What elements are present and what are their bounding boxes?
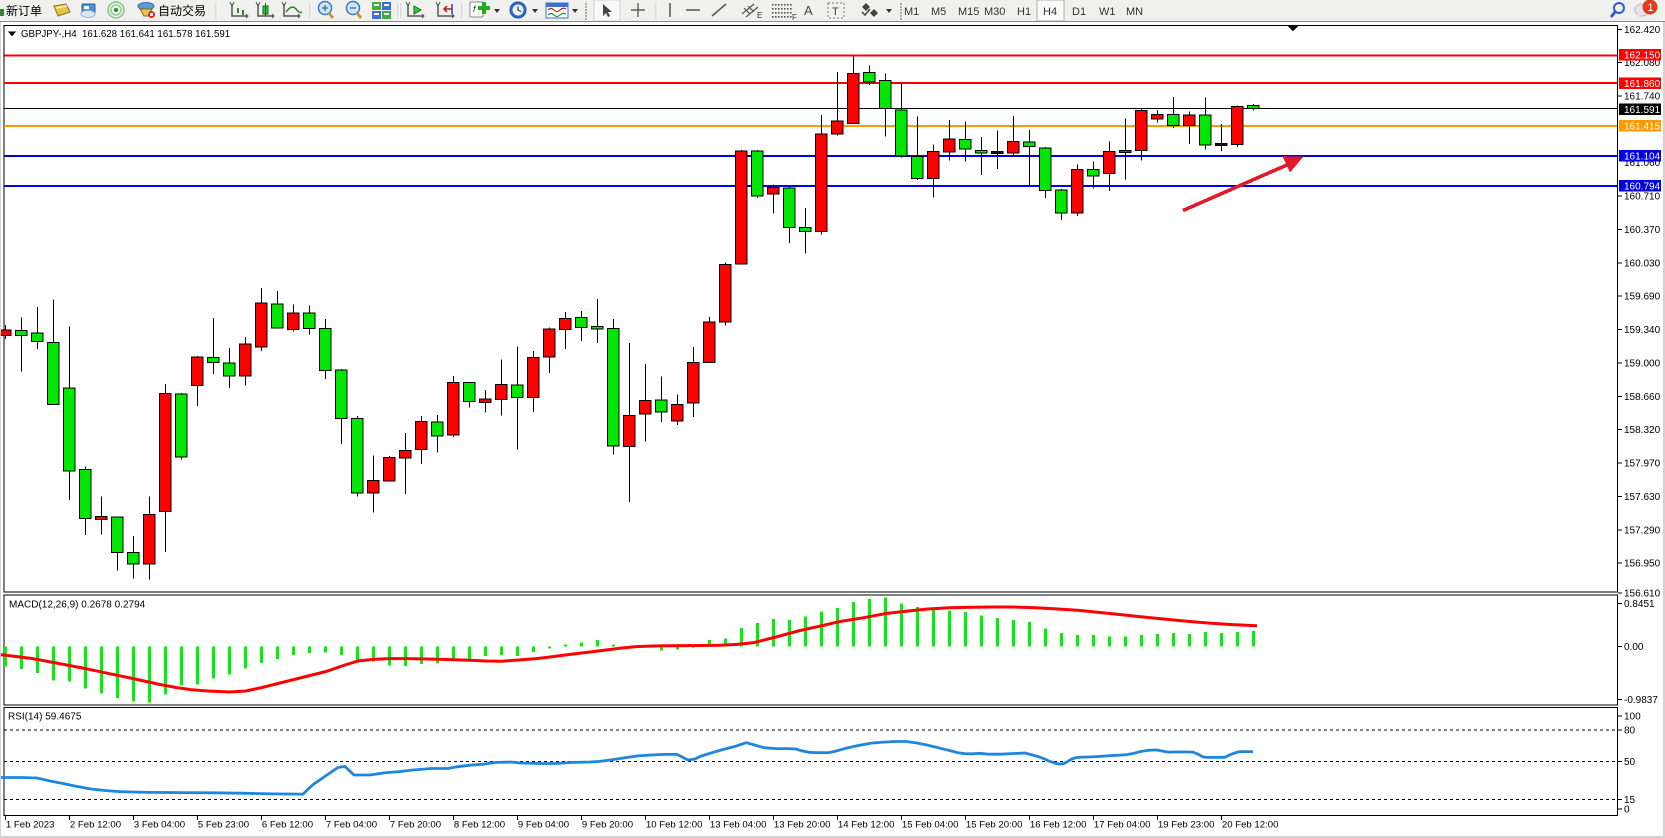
svg-text:f: f (473, 4, 477, 14)
svg-text:1 Feb 2023: 1 Feb 2023 (6, 820, 55, 831)
svg-text:157.630: 157.630 (1624, 492, 1661, 503)
svg-text:161.860: 161.860 (1624, 79, 1661, 90)
svg-text:MN: MN (1126, 6, 1143, 18)
svg-text:161.415: 161.415 (1624, 122, 1661, 133)
svg-text:RSI(14) 59.4675: RSI(14) 59.4675 (8, 712, 82, 723)
svg-text:0: 0 (1624, 804, 1630, 815)
svg-text:0.8451: 0.8451 (1624, 599, 1655, 610)
svg-text:161.740: 161.740 (1624, 92, 1661, 103)
svg-text:2 Feb 12:00: 2 Feb 12:00 (70, 820, 121, 831)
svg-text:159.340: 159.340 (1624, 325, 1661, 336)
svg-text:15 Feb 20:00: 15 Feb 20:00 (966, 820, 1023, 831)
svg-text:F: F (792, 13, 797, 21)
svg-text:9 Feb 20:00: 9 Feb 20:00 (582, 820, 633, 831)
svg-text:10 Feb 12:00: 10 Feb 12:00 (646, 820, 703, 831)
svg-text:3 Feb 04:00: 3 Feb 04:00 (134, 820, 185, 831)
svg-text:160.370: 160.370 (1624, 225, 1661, 236)
svg-text:156.950: 156.950 (1624, 559, 1661, 570)
svg-text:T: T (832, 6, 839, 18)
svg-text:162.150: 162.150 (1624, 50, 1661, 61)
svg-text:新订单: 新订单 (6, 3, 42, 18)
svg-text:162.420: 162.420 (1624, 25, 1661, 36)
svg-text:8 Feb 12:00: 8 Feb 12:00 (454, 820, 505, 831)
svg-text:MACD(12,26,9) 0.2678 0.2794: MACD(12,26,9) 0.2678 0.2794 (9, 600, 146, 611)
svg-text:100: 100 (1624, 711, 1641, 722)
svg-text:5 Feb 23:00: 5 Feb 23:00 (198, 820, 249, 831)
svg-text:50: 50 (1624, 757, 1636, 768)
svg-text:17 Feb 04:00: 17 Feb 04:00 (1094, 820, 1151, 831)
svg-text:159.000: 159.000 (1624, 359, 1661, 370)
svg-text:160.030: 160.030 (1624, 258, 1661, 269)
svg-text:M5: M5 (931, 6, 946, 18)
svg-text:自动交易: 自动交易 (158, 3, 206, 18)
svg-text:157.970: 157.970 (1624, 459, 1661, 470)
svg-text:13 Feb 20:00: 13 Feb 20:00 (774, 820, 831, 831)
svg-text:161.591: 161.591 (1624, 105, 1661, 116)
svg-text:160.794: 160.794 (1624, 181, 1661, 192)
svg-text:161.104: 161.104 (1624, 151, 1661, 162)
svg-text:-0.9837: -0.9837 (1624, 695, 1658, 706)
svg-text:160.710: 160.710 (1624, 192, 1661, 203)
svg-text:157.290: 157.290 (1624, 525, 1661, 536)
svg-text:E: E (757, 11, 762, 20)
svg-text:15: 15 (1624, 795, 1636, 806)
svg-text:7 Feb 20:00: 7 Feb 20:00 (390, 820, 441, 831)
svg-text:6 Feb 12:00: 6 Feb 12:00 (262, 820, 313, 831)
svg-text:80: 80 (1624, 725, 1636, 736)
svg-text:M30: M30 (984, 6, 1005, 18)
svg-text:9 Feb 04:00: 9 Feb 04:00 (518, 820, 569, 831)
svg-text:M1: M1 (904, 6, 919, 18)
svg-text:162.080: 162.080 (1624, 58, 1661, 69)
svg-text:H1: H1 (1017, 6, 1031, 18)
svg-text:19 Feb 23:00: 19 Feb 23:00 (1158, 820, 1215, 831)
svg-text:7 Feb 04:00: 7 Feb 04:00 (326, 820, 377, 831)
svg-text:161.060: 161.060 (1624, 158, 1661, 169)
svg-text:W1: W1 (1099, 6, 1116, 18)
svg-text:D1: D1 (1072, 6, 1086, 18)
svg-text:H4: H4 (1043, 6, 1057, 18)
svg-text:20 Feb 12:00: 20 Feb 12:00 (1222, 820, 1279, 831)
svg-text:15 Feb 04:00: 15 Feb 04:00 (902, 820, 959, 831)
svg-text:16 Feb 12:00: 16 Feb 12:00 (1030, 820, 1087, 831)
svg-text:0.00: 0.00 (1624, 642, 1644, 653)
svg-text:159.690: 159.690 (1624, 292, 1661, 303)
svg-text:M15: M15 (958, 6, 979, 18)
svg-text:158.660: 158.660 (1624, 392, 1661, 403)
svg-text:13 Feb 04:00: 13 Feb 04:00 (710, 820, 767, 831)
svg-text:14 Feb 12:00: 14 Feb 12:00 (838, 820, 895, 831)
svg-text:GBPJPY-,H4 161.628 161.641 16: GBPJPY-,H4 161.628 161.641 161.578 161.5… (21, 29, 230, 40)
svg-text:1: 1 (1648, 2, 1654, 14)
svg-text:156.610: 156.610 (1624, 589, 1661, 600)
svg-text:158.320: 158.320 (1624, 425, 1661, 436)
svg-text:A: A (804, 3, 813, 18)
